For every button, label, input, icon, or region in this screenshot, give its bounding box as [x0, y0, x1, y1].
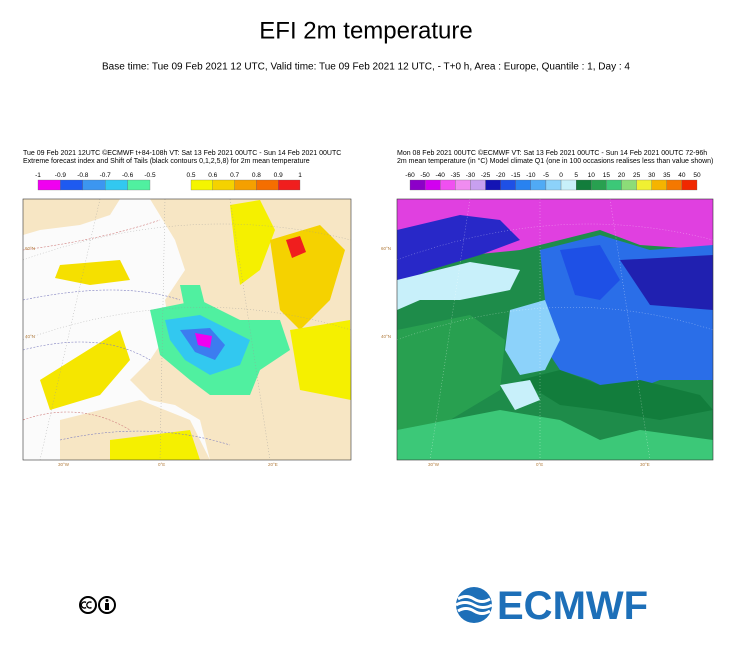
legend-swatch — [424, 179, 441, 191]
legend-swatch — [666, 179, 683, 191]
legend-swatch — [105, 179, 128, 191]
graticule-label: 60°N — [25, 246, 35, 251]
legend-label: -60 — [405, 172, 415, 179]
legend-label: 15 — [603, 172, 611, 179]
legend-swatch — [576, 179, 592, 191]
legend-swatch — [606, 179, 622, 191]
legend-swatch — [470, 179, 486, 191]
legend-label: 40 — [678, 172, 686, 179]
graticule-label: 30°W — [428, 462, 440, 467]
legend-swatch — [127, 179, 151, 191]
legend-label: -0.9 — [55, 172, 67, 179]
legend-label: -40 — [436, 172, 446, 179]
legend-swatch — [409, 179, 426, 191]
legend-swatch — [37, 179, 61, 191]
legend-label: -0.8 — [77, 172, 89, 179]
legend-label: -5 — [543, 172, 549, 179]
legend-label: 30 — [648, 172, 656, 179]
legend-label: 0.7 — [230, 172, 239, 179]
legend-label: 5 — [574, 172, 578, 179]
graticule-label: 30°E — [640, 462, 650, 467]
legend-swatch — [621, 179, 637, 191]
legend-swatch — [545, 179, 562, 191]
legend-swatch — [455, 179, 471, 191]
graticule-label: 60°N — [381, 246, 391, 251]
legend-swatch — [234, 179, 257, 191]
subtitle: Base time: Tue 09 Feb 2021 12 UTC, Valid… — [102, 62, 630, 73]
legend-swatch — [651, 179, 667, 191]
legend-swatch — [190, 179, 213, 191]
legend-swatch — [500, 179, 516, 191]
legend-swatch — [82, 179, 106, 191]
legend-swatch — [530, 179, 547, 191]
legend-label: 1 — [298, 172, 302, 179]
panel-header: 2m mean temperature (in °C) Model climat… — [397, 157, 713, 165]
legend-swatch — [440, 179, 456, 191]
legend-swatch — [256, 179, 279, 191]
legend-label: -10 — [526, 172, 536, 179]
efi-map — [23, 199, 351, 460]
legend-label: -50 — [420, 172, 430, 179]
legend-label: -25 — [481, 172, 491, 179]
legend-label: 0.6 — [208, 172, 217, 179]
panel-header: Mon 08 Feb 2021 00UTC ©ECMWF VT: Sat 13 … — [397, 149, 707, 157]
legend-label: -0.6 — [122, 172, 134, 179]
title: EFI 2m temperature — [259, 17, 472, 44]
ecmwf-logo: ECMWF — [455, 584, 648, 628]
cc-icon — [79, 596, 116, 614]
legend-swatch — [591, 179, 607, 191]
legend-label: -35 — [451, 172, 461, 179]
legend-label: -30 — [466, 172, 476, 179]
legend-label: 20 — [618, 172, 626, 179]
legend-label: 25 — [633, 172, 641, 179]
climate-map — [397, 199, 713, 460]
legend-label: 35 — [663, 172, 671, 179]
map-frame — [22, 198, 352, 461]
graticule-label: 40°N — [381, 334, 391, 339]
legend-label: 0 — [559, 172, 563, 179]
legend-swatch — [636, 179, 652, 191]
legend-label: 50 — [693, 172, 701, 179]
legend-label: 10 — [588, 172, 596, 179]
legend-swatch — [485, 179, 501, 191]
panel-header: Tue 09 Feb 2021 12UTC ©ECMWF t+84-108h V… — [23, 149, 341, 157]
legend-label: -0.5 — [144, 172, 156, 179]
legend-label: 0.5 — [186, 172, 195, 179]
legend-swatch — [60, 179, 83, 191]
legend-swatch — [515, 179, 531, 191]
graticule-label: 0°E — [158, 462, 165, 467]
legend-swatch — [212, 179, 235, 191]
legend-swatch — [560, 179, 577, 191]
legend-swatch — [681, 179, 698, 191]
logo-text: ECMWF — [497, 584, 648, 628]
map-frame — [396, 198, 714, 461]
legend-label: 0.9 — [274, 172, 283, 179]
legend-label: -1 — [35, 172, 41, 179]
panel-header: Extreme forecast index and Shift of Tail… — [23, 158, 310, 165]
graticule-label: 30°W — [58, 462, 70, 467]
graticule-label: 20°E — [268, 462, 278, 467]
legend-swatch — [278, 179, 301, 191]
legend-label: 0.8 — [252, 172, 261, 179]
legend-label: -15 — [511, 172, 521, 179]
legend-label: -20 — [496, 172, 506, 179]
graticule-label: 0°E — [536, 462, 543, 467]
legend-label: -0.7 — [100, 172, 112, 179]
graticule-label: 40°N — [25, 334, 35, 339]
